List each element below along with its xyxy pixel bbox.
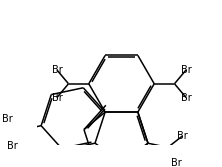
Text: Br: Br <box>171 158 182 167</box>
Text: Br: Br <box>2 114 12 124</box>
Text: Br: Br <box>181 93 191 103</box>
Text: Br: Br <box>52 93 62 103</box>
Text: Br: Br <box>52 65 62 75</box>
Text: Br: Br <box>8 141 18 151</box>
Text: Br: Br <box>181 65 191 75</box>
Text: Br: Br <box>177 131 187 141</box>
